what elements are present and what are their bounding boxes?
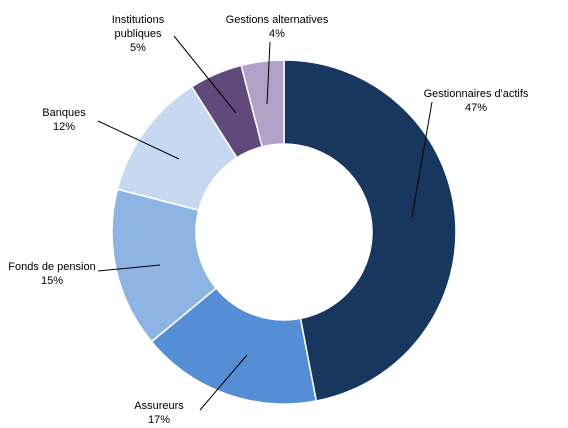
slice-value-assureurs: 17% <box>148 414 170 426</box>
slice-label-institutions-publiques: Institutions publiques 5% <box>112 14 165 54</box>
leader-line-gestionnaires-d-actifs <box>411 101 433 218</box>
slice-label-gestions-alternatives: Gestions alternatives 4% <box>226 14 329 40</box>
slice-label-banques: Banques 12% <box>42 107 86 133</box>
donut-slices <box>111 59 457 405</box>
slice-value-gestions-alternatives: 4% <box>269 28 285 40</box>
slice-gestionnaires-d-actifs <box>283 59 457 402</box>
leader-line-assureurs <box>199 354 248 411</box>
leader-line-banques <box>97 120 180 160</box>
slice-gestions-alternatives <box>240 59 285 148</box>
slice-value-fonds-de-pension: 15% <box>41 275 63 287</box>
slice-label-gestionnaires-d-actifs: Gestionnaires d'actifs 47% <box>424 88 529 114</box>
slice-labels: Gestionnaires d'actifs 47% Assureurs 17% Fon… <box>8 14 529 426</box>
slice-value-banques: 12% <box>53 121 75 133</box>
leader-line-fonds-de-pension <box>97 264 161 272</box>
leader-line-institutions-publiques <box>173 35 237 114</box>
slice-label-assureurs: Assureurs 17% <box>134 400 184 426</box>
slice-value-institutions-publiques: 5% <box>130 42 146 54</box>
leader-line-gestions-alternatives <box>266 41 271 105</box>
slice-label-fonds-de-pension: Fonds de pension 15% <box>8 261 95 287</box>
slice-value-gestionnaires-d-actifs: 47% <box>465 102 487 114</box>
leader-lines <box>97 35 433 411</box>
